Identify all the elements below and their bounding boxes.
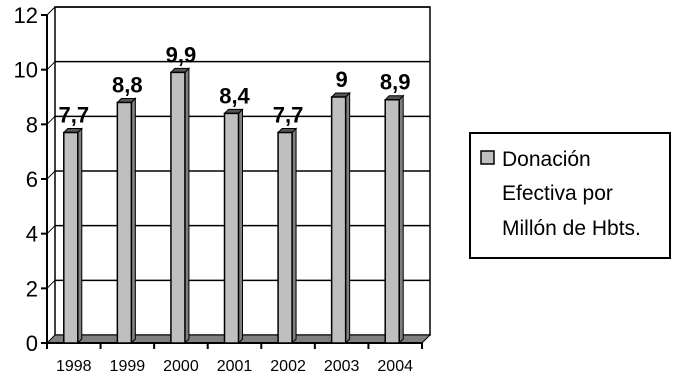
y-tick-label: 2 <box>26 276 38 301</box>
gridline <box>46 115 56 125</box>
y-tick-label: 4 <box>26 222 38 247</box>
x-tick-label: 2000 <box>163 358 199 375</box>
bar <box>170 71 186 344</box>
x-tick-label: 1998 <box>56 358 92 375</box>
axes: 0 2 4 6 8 10 12 1998 1999 2000 2001 2002 2003 2004 <box>14 3 423 375</box>
legend-label-line-2: Efectiva por <box>502 182 613 205</box>
bar <box>384 98 400 344</box>
gridline <box>46 170 56 180</box>
legend-label-line-3: Millón de Hbts. <box>502 217 641 240</box>
legend-box <box>469 132 671 259</box>
data-label: 9,9 <box>166 42 197 67</box>
bars <box>62 67 405 345</box>
bar <box>330 96 347 344</box>
bar <box>277 131 293 344</box>
legend-swatch <box>480 150 495 165</box>
data-label: 9 <box>336 67 348 92</box>
y-tick-label: 10 <box>14 58 38 83</box>
y-tick-label: 6 <box>26 167 38 192</box>
x-tick-label: 2001 <box>217 358 253 375</box>
legend-label-line-1: Donación <box>502 148 591 171</box>
x-tick-label: 2004 <box>377 358 413 375</box>
x-tick-label: 1999 <box>110 358 146 375</box>
gridline <box>46 279 56 289</box>
bar <box>63 131 79 344</box>
x-tick-label: 2002 <box>270 358 306 375</box>
data-label: 8,8 <box>112 72 143 97</box>
bar <box>223 112 240 344</box>
x-tick-label: 2003 <box>324 358 360 375</box>
data-label: 7,7 <box>273 103 304 128</box>
data-label: 7,7 <box>58 103 89 128</box>
data-labels: 7,7 8,8 9,9 8,4 7,7 9 8,9 <box>58 42 410 127</box>
gridline <box>46 6 56 16</box>
gridline <box>46 225 56 235</box>
gridline <box>46 61 56 71</box>
data-label: 8,9 <box>380 70 411 95</box>
legend: Donación Efectiva por Millón de Hbts. <box>469 132 671 259</box>
data-label: 8,4 <box>219 83 250 108</box>
bar <box>116 101 133 344</box>
y-tick-label: 8 <box>26 112 38 137</box>
y-tick-label: 12 <box>14 3 38 28</box>
y-tick-label: 0 <box>26 331 38 356</box>
